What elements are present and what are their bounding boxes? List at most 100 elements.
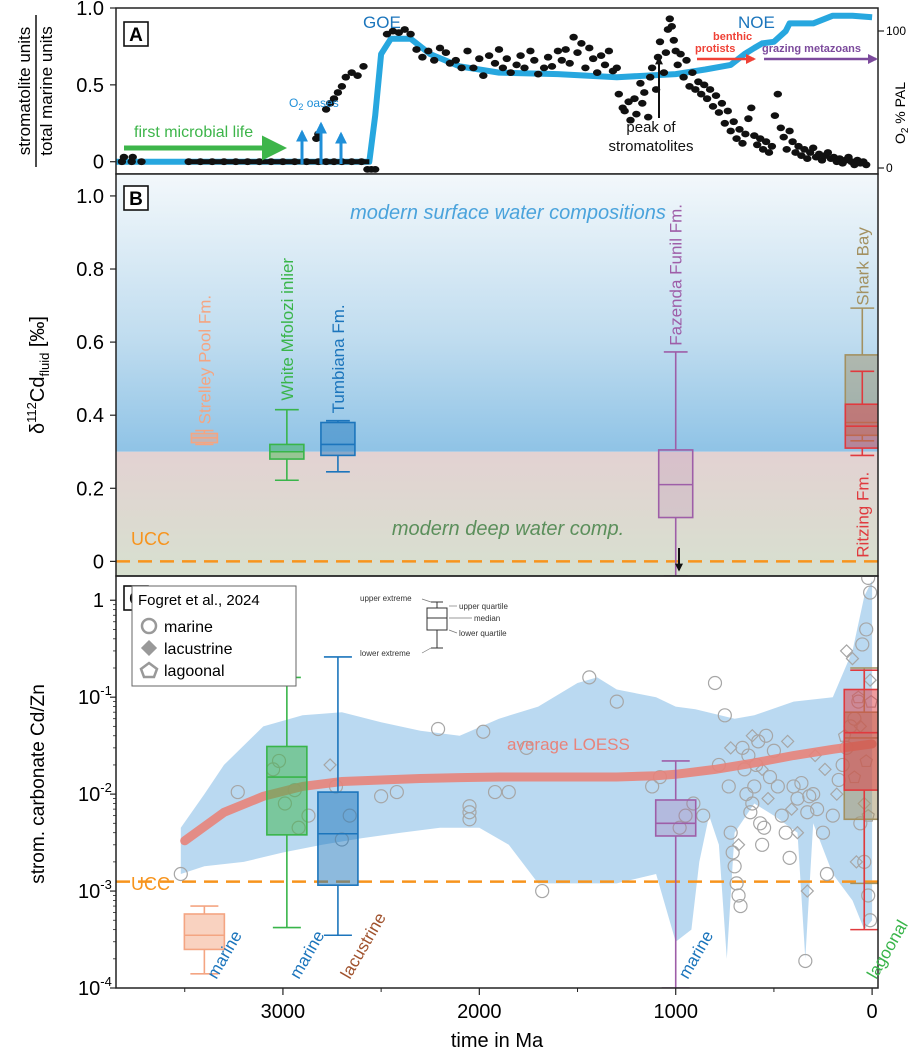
delta-cd-label: δ112Cdfluid [‰] (24, 316, 52, 434)
o2-pal-label: O2 % PAL (892, 82, 911, 144)
marine-point (782, 850, 797, 865)
marine-point (678, 808, 693, 823)
strom-point (770, 112, 780, 119)
legend: Fogret et al., 2024 marine lacustrine la… (131, 585, 297, 687)
marine-point (861, 576, 876, 585)
benthic-label-2: protists (695, 43, 735, 55)
o2-oases-prefix: O (289, 96, 298, 110)
lacustrine-point (723, 741, 738, 755)
panel-b-ytick-label: 0.8 (76, 259, 104, 281)
formation-label-part-a: Fazenda (667, 279, 686, 346)
strom-point (767, 142, 777, 150)
marine-point (462, 805, 477, 820)
marine-point (747, 779, 762, 794)
grazing-label: grazing metazoans (762, 43, 861, 55)
strom-point (484, 52, 494, 59)
strom-point (688, 69, 697, 76)
key-leader-5 (421, 647, 432, 654)
panel-a-label: A (129, 25, 143, 46)
loess-label: average LOESS (507, 735, 630, 754)
strom-point (714, 109, 724, 116)
strom-point (137, 158, 146, 166)
marine-point (743, 805, 758, 820)
strom-point (479, 72, 488, 79)
panel-a-label-box (123, 21, 149, 47)
strom-point (457, 64, 466, 72)
strom-point (738, 139, 747, 147)
box-iqr (266, 745, 308, 836)
lacustrine-point (731, 837, 746, 852)
box-iqr (320, 421, 356, 457)
o2-pal-sub: 2 (900, 127, 911, 133)
b-box-white_mfolozi (269, 408, 305, 482)
strom-point (347, 158, 356, 166)
strom-point (196, 158, 205, 166)
box-iqr (317, 791, 359, 886)
marine-point (778, 825, 793, 840)
marine-point (725, 845, 740, 860)
strom-point (569, 33, 578, 41)
strom-point (516, 52, 525, 59)
key-upper-extreme: upper extreme (360, 594, 412, 603)
formation-label-tumbiana: Tumbiana Fm. (329, 304, 348, 413)
panel-a-ytick-label: 0 (93, 152, 104, 174)
strom-point (644, 113, 653, 121)
marine-point (727, 859, 742, 874)
formation-label-part-a: Shark Bay (853, 227, 872, 306)
strom-point (667, 23, 676, 30)
marine-point (519, 740, 534, 755)
o2-pal-suffix: % PAL (892, 82, 908, 128)
strom-point (589, 55, 598, 63)
strom-point (337, 83, 347, 90)
marine-point (230, 784, 245, 800)
formation-label-white_mfolozi: White Mfolozi inlier (278, 258, 297, 401)
key-upper-quartile: upper quartile (459, 602, 508, 611)
benthic-label-1: benthic (713, 31, 752, 43)
x-axis-label: time in Ma (451, 1030, 544, 1052)
o2-oases-label: O2 oases (289, 96, 339, 112)
panel-c-ytick-label: 10-1 (78, 683, 112, 709)
lacustrine-point (818, 762, 832, 777)
formation-label-part-a: White (278, 357, 297, 400)
strom-point (697, 90, 706, 98)
formation-label-shark_bay: Shark Bay (853, 227, 872, 306)
legend-box (131, 585, 297, 687)
formation-label-fazenda: Fazenda Funil Fm. (667, 204, 686, 346)
strom-point (669, 36, 678, 44)
key-box (426, 607, 448, 631)
panel-a-right-tick-label: 100 (886, 24, 906, 38)
box-key: upper extreme upper quartile median lowe… (360, 594, 508, 658)
strom-point (290, 158, 299, 166)
marine-point (753, 816, 768, 831)
strom-point (557, 56, 566, 64)
strom-point (705, 86, 715, 93)
c-box-ritzing (843, 669, 878, 931)
strom-point (561, 46, 570, 53)
formation-label-part-b: Funil Fm. (667, 204, 686, 280)
strom-point (357, 158, 366, 166)
strom-point (498, 64, 508, 72)
marine-point (686, 796, 701, 811)
strom-point (788, 138, 797, 146)
strom-point (506, 69, 515, 76)
strom-point (640, 89, 649, 96)
lacustrine-point (755, 762, 769, 777)
marine-point (825, 808, 840, 823)
delta-symbol: δ (27, 423, 49, 434)
marine-point (707, 675, 723, 691)
marine-point (745, 796, 760, 811)
marine-point (859, 622, 874, 637)
strom-point (596, 52, 606, 59)
legend-lacustrine-label: lacustrine (164, 641, 233, 658)
panel-c-ylabel: strom. carbonate Cd/Zn (28, 684, 49, 884)
formation-label-part-b: Pool Fm. (195, 295, 214, 368)
surface-water-band (116, 174, 878, 452)
lacustrine-point (761, 791, 775, 806)
strom-point (747, 104, 756, 112)
marine-point (794, 775, 809, 791)
x-tick-label: 3000 (261, 1001, 306, 1023)
strom-point (400, 26, 409, 33)
strom-point (626, 116, 635, 124)
